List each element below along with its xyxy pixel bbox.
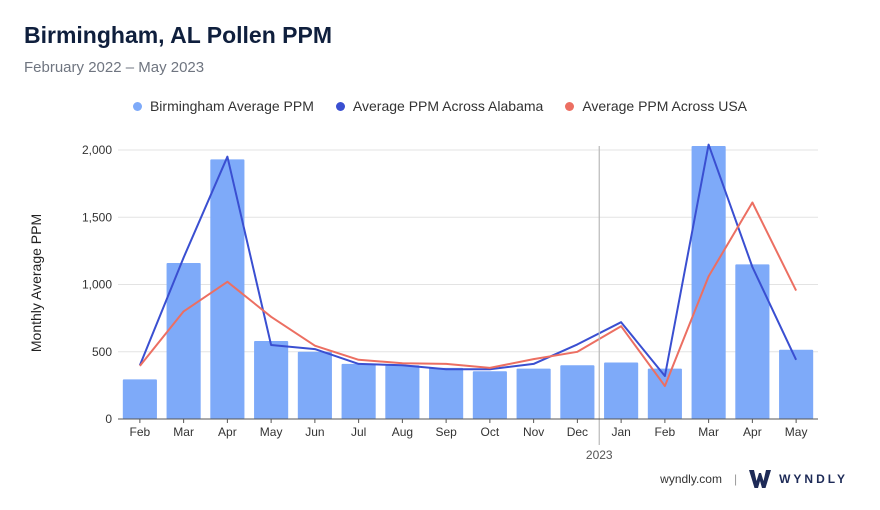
bar[interactable] [166,262,201,419]
usa-line-point [707,275,710,278]
legend-label-alabama: Average PPM Across Alabama [352,98,544,114]
alabama-line-point [445,368,448,371]
x-tick-label: Jun [305,425,324,439]
alabama-line-point [620,321,623,324]
x-tick-label: Apr [218,425,237,439]
usa-line-point [445,362,448,365]
legend-label-birmingham: Birmingham Average PPM [149,98,314,114]
x-tick-label: Sep [435,425,457,439]
usa-line-point [401,362,404,365]
bar[interactable] [341,363,376,419]
footer: wyndly.com | WYNDLY [660,470,848,488]
brand-name: WYNDLY [779,472,848,486]
x-tick-label: Feb [655,425,676,439]
bar[interactable] [735,264,770,419]
x-tick-label: Jul [351,425,366,439]
x-tick-label: Mar [173,425,194,439]
x-tick-label: Nov [523,425,544,439]
alabama-line-point [270,344,273,347]
alabama-line-point [707,143,710,146]
alabama-line-point [532,362,535,365]
usa-line-point [488,366,491,369]
x-tick-label: Apr [743,425,762,439]
alabama-line-point [357,362,360,365]
alabama-line-point [313,348,316,351]
bar[interactable] [254,340,289,419]
legend-marker-alabama [335,101,345,111]
x-tick-label: Oct [481,425,500,439]
usa-line-point [270,315,273,318]
bar[interactable] [122,379,157,419]
legend-item-usa: Average PPM Across USA [565,98,747,114]
alabama-line-point [182,256,185,259]
usa-line-point [357,358,360,361]
x-tick-label: May [785,425,808,439]
bar[interactable] [210,159,245,420]
wyndly-logo-icon [749,470,772,488]
x-tick-label: Feb [130,425,151,439]
y-tick-label: 1,500 [82,210,112,224]
y-tick-label: 2,000 [82,143,112,157]
legend-label-usa: Average PPM Across USA [582,98,748,114]
usa-line-point [138,364,141,367]
bar[interactable] [385,365,420,419]
chart-subtitle: February 2022 – May 2023 [24,59,205,76]
usa-line-point [663,385,666,388]
alabama-line-point [663,374,666,377]
usa-line-point [620,325,623,328]
x-tick-label: Aug [392,425,413,439]
x-tick-label: May [260,425,283,439]
bar[interactable] [429,367,464,419]
legend-marker-birmingham [132,101,142,111]
alabama-line-point [751,266,754,269]
usa-line-point [182,310,185,313]
alabama-line-point [576,343,579,346]
alabama-line [138,143,798,377]
y-tick-label: 0 [105,412,112,426]
usa-line-point [313,344,316,347]
bar[interactable] [560,365,595,419]
usa-line-point [751,201,754,204]
legend: Birmingham Average PPM Average PPM Acros… [0,98,880,114]
brand-logo: WYNDLY [749,470,848,488]
usa-line-point [226,280,229,283]
year-label: 2023 [586,448,613,462]
alabama-line-point [795,358,798,361]
bar[interactable] [647,368,682,419]
chart-title: Birmingham, AL Pollen PPM [24,22,332,48]
bar[interactable] [472,371,507,419]
usa-line-point [532,358,535,361]
bar[interactable] [297,351,332,419]
alabama-line-point [226,155,229,158]
x-tick-label: Dec [567,425,588,439]
y-tick-label: 1,000 [82,278,112,292]
legend-item-birmingham: Birmingham Average PPM [132,98,314,114]
x-tick-label: Jan [611,425,630,439]
legend-item-alabama: Average PPM Across Alabama [335,98,544,114]
usa-line-point [795,289,798,292]
usa-line [139,201,797,387]
bar[interactable] [779,349,814,419]
bar[interactable] [691,145,726,419]
footer-separator: | [733,472,738,486]
legend-marker-usa [565,101,575,111]
bar[interactable] [516,368,551,419]
site-link[interactable]: wyndly.com [660,472,722,486]
usa-line-point [576,350,579,353]
y-tick-label: 500 [92,345,112,359]
x-tick-label: Mar [698,425,719,439]
bar[interactable] [604,362,639,419]
